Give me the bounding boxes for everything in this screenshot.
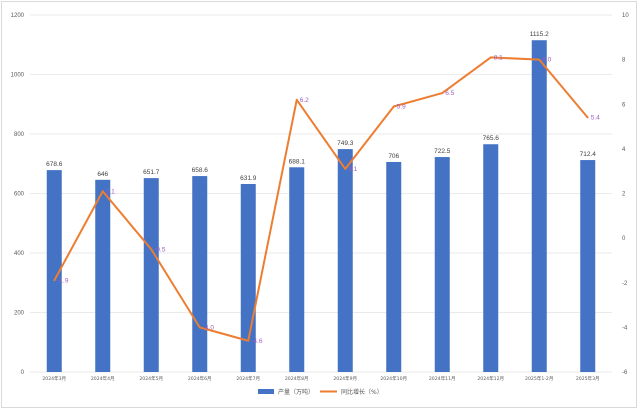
growth-line [53,56,589,342]
bar-1 [95,179,111,372]
right-axis-tick-label: 6 [622,102,626,108]
growth-point-5 [295,98,298,101]
left-axis-tick-label: 1000 [11,73,25,79]
bar-value-label: 1115.2 [530,31,549,38]
bar-2 [143,178,159,372]
growth-value-label: -1.9 [57,278,69,285]
right-axis-tick-label: 10 [622,13,629,19]
bar-0 [46,170,62,372]
bar-10 [531,40,547,373]
growth-value-label: 3.1 [348,166,357,173]
growth-point-3 [198,326,201,329]
bar-6 [337,149,353,372]
growth-value-label: -4.6 [251,338,263,345]
bar-value-label: 712.4 [580,151,597,158]
bar-3 [192,176,208,372]
growth-value-label: 6.2 [300,97,309,104]
left-axis-tick-label: 600 [14,192,25,198]
legend-swatch-bar [258,389,274,394]
left-axis-tick-label: 400 [14,251,25,257]
bar-value-label: 658.6 [192,167,209,174]
growth-value-label: 8.0 [542,57,551,64]
left-axis-tick-label: 1200 [11,13,25,19]
growth-value-label: 6.5 [445,90,454,97]
growth-point-2 [150,248,153,251]
growth-point-7 [392,105,395,108]
right-axis-tick-label: -2 [622,281,628,287]
growth-point-6 [344,168,347,170]
growth-value-label: 5.4 [591,115,600,122]
x-axis-tick-label: 2025年1-2月 [525,375,553,382]
x-axis-tick-label: 2024年10月 [380,375,407,382]
right-axis-tick-label: 4 [622,147,626,153]
bar-value-label: 646 [97,171,108,178]
bar-7 [386,161,402,372]
growth-value-label: 2.1 [106,188,115,195]
x-axis-tick-label: 2025年3月 [576,375,600,382]
left-axis-tick-label: 800 [14,132,25,138]
x-axis-tick-label: 2024年9月 [333,375,357,382]
growth-value-label: 5.9 [397,103,406,110]
right-axis-tick-label: 0 [622,236,626,242]
bar-9 [483,144,499,372]
x-axis-tick-label: 2024年5月 [139,375,163,382]
left-axis-tick-label: 200 [14,311,25,317]
bar-value-label: 749.3 [337,140,354,147]
bar-value-label: 688.1 [289,158,306,165]
x-axis-tick-label: 2024年4月 [91,375,115,382]
left-axis-tick-label: 0 [21,370,25,376]
legend-label-bar: 产量（万吨） [278,388,314,396]
bar-value-label: 765.6 [483,135,500,142]
growth-point-10 [538,58,541,61]
x-axis-tick-label: 2024年7月 [236,375,260,382]
x-axis-tick-label: 2024年11月 [429,375,456,382]
growth-point-4 [247,339,250,342]
growth-point-1 [101,190,104,193]
growth-point-0 [53,279,56,282]
x-axis-tick-label: 2024年6月 [188,375,212,382]
bar-value-label: 631.9 [240,175,257,182]
bar-value-label: 678.6 [46,161,63,168]
x-axis-tick-label: 2024年3月 [42,375,66,382]
growth-point-8 [441,92,444,94]
legend-label-line: 同比增长（%） [341,388,383,396]
right-axis-tick-label: -4 [622,325,628,331]
bar-5 [289,167,305,372]
growth-value-label: 8.1 [494,54,503,61]
bar-11 [580,160,596,372]
growth-point-9 [489,56,492,59]
bar-value-label: 651.7 [143,169,160,176]
right-axis-tick-label: -6 [622,370,628,376]
bar-8 [434,157,450,372]
right-axis-tick-label: 2 [622,192,626,198]
bar-value-label: 722.5 [434,148,451,155]
growth-point-11 [586,116,589,119]
bar-value-label: 706 [388,153,399,160]
x-axis-tick-label: 2024年8月 [285,375,309,382]
x-axis-tick-label: 2024年12月 [477,375,504,382]
right-axis-tick-label: 8 [622,58,626,64]
growth-value-label: -0.5 [154,246,166,253]
growth-value-label: -4.0 [203,324,215,331]
